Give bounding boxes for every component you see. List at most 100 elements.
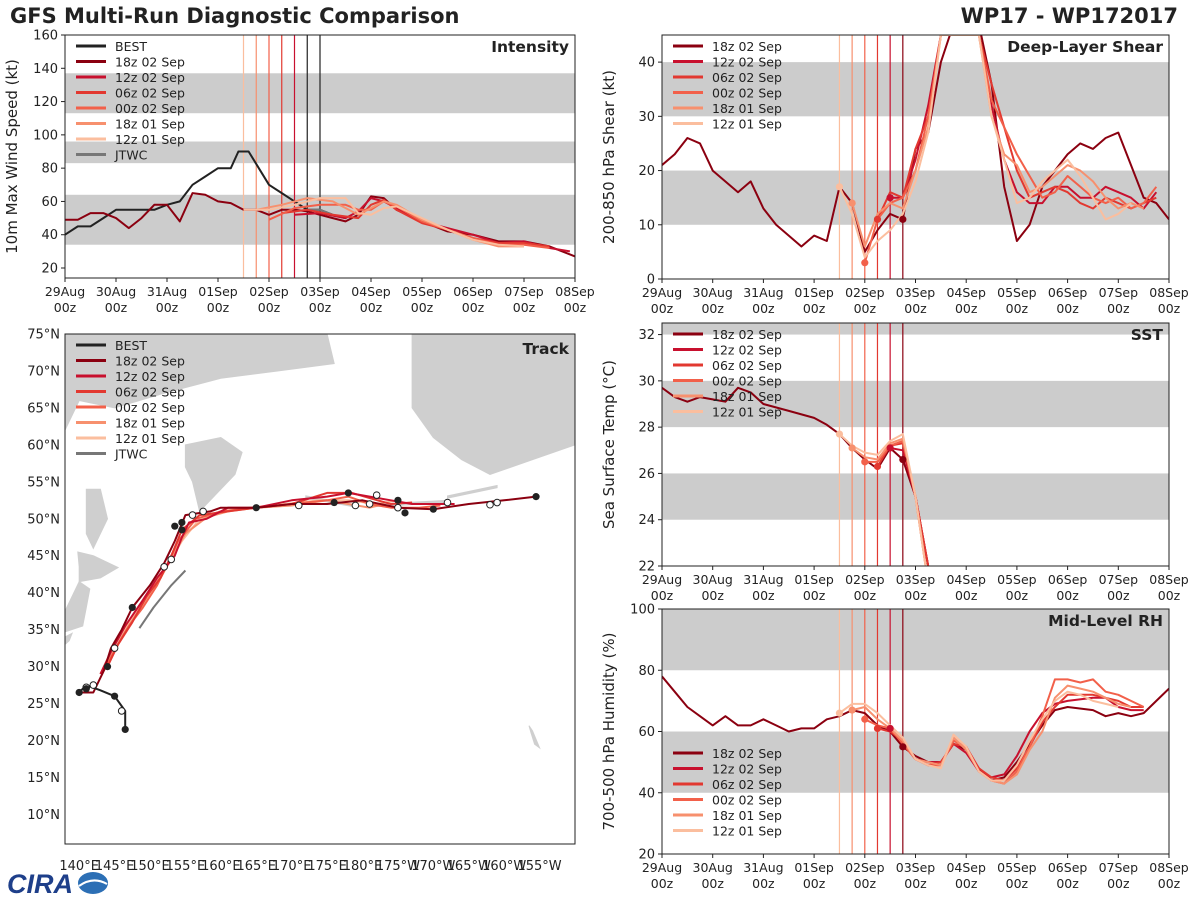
track-lat-tick-20: 20°N [27,734,60,749]
shear-xtick-2: 31Aug [743,285,783,300]
track-frame [64,333,576,845]
track-black-dot-9 [252,504,260,512]
intensity-legend-label-12z-02-sep: 12z 02 Sep [115,70,185,85]
intensity-xtick-sub-2: 00z [156,300,179,315]
track-12z-01-sep [99,499,399,675]
rh-xtick-sub-10: 00z [1158,876,1181,891]
track-lon-tick-155: 155°E [166,859,206,874]
shear-ytick-20: 20 [638,164,655,179]
intensity-ytick-140: 140 [33,62,58,77]
sst-legend-label-18z-01-sep: 18z 01 Sep [712,389,782,404]
intensity-ylabel: 10m Max Wind Speed (kt) [3,59,21,254]
land-hawaii [528,725,541,750]
rh-ytick-100: 100 [630,603,655,618]
shear-ytick-10: 10 [638,218,655,233]
shear-xtick-sub-0: 00z [651,301,674,316]
sst-xtick-sub-5: 00z [904,588,927,603]
shear-marker-3 [873,215,882,223]
rh-xtick-7: 05Sep [997,860,1037,875]
intensity-xtick-1: 30Aug [96,284,136,299]
rh-legend-label-12z-02-sep: 12z 02 Sep [712,762,782,777]
track-lat-tick-30: 30°N [27,660,60,675]
track-lat-tick-70: 70°N [27,364,60,379]
sst-ytick-32: 32 [638,328,655,343]
intensity-legend-label-jtwc: JTWC [114,148,148,163]
intensity-xtick-3: 01Sep [198,284,238,299]
sst-legend-label-18z-02-sep: 18z 02 Sep [712,327,782,342]
shear-series-00z-02-sep [863,35,1158,263]
rh-xtick-sub-7: 00z [1006,876,1029,891]
sst-title: SST [1131,326,1164,344]
rh-ytick-20: 20 [638,848,655,863]
shear-marker-4 [886,194,894,202]
track-lon-tick-170: 170°E [272,859,312,874]
shear-series-12z-02-sep [890,35,1158,210]
rh-band-1 [662,609,1169,671]
intensity-legend-label-12z-01-sep: 12z 01 Sep [115,132,185,147]
shear-series-18z-01-sep [851,35,1145,248]
sst-ylabel: Sea Surface Temp (°C) [600,360,618,529]
land-aleutian-3 [447,484,498,499]
track-white-dot-13 [493,498,501,507]
shear-xtick-1: 30Aug [693,285,733,300]
track-lon-tick-190: 170°W [411,859,455,874]
track-legend-label-12z-02-sep: 12z 02 Sep [115,369,185,384]
track-black-dot-4 [103,663,112,671]
sst-marker-0 [835,430,844,438]
track-lat-tick-45: 45°N [27,549,60,564]
track-lon-tick-205: 155°W [517,859,561,874]
rh-ytick-60: 60 [638,725,655,740]
rh-xtick-10: 08Sep [1149,860,1189,875]
sst-ytick-22: 22 [638,560,655,575]
storm-id: WP17 - WP172017 [960,4,1178,28]
rh-marker-3 [873,724,882,733]
track-lon-tick-140: 140°E [59,859,99,874]
intensity-series-group [65,150,575,258]
track-black-dot-13 [394,496,402,504]
intensity-xtick-4: 02Sep [249,284,289,299]
track-white-dot-4 [167,555,176,564]
sst-xtick-sub-3: 00z [803,588,826,603]
track-white-dot-14 [372,491,381,499]
sst-xtick-1: 30Aug [693,572,733,587]
intensity-xtick-sub-1: 00z [105,300,128,315]
logo-text: CIRA [7,869,73,898]
intensity-ytick-80: 80 [41,162,58,177]
land-kamchatka [184,436,243,513]
sst-band-2 [662,323,1169,335]
track-white-dot-1 [89,681,98,689]
sst-marker-4 [886,444,894,452]
rh-title: Mid-Level RH [1048,612,1163,630]
shear-ytick-30: 30 [638,110,655,125]
shear-legend-label-18z-02-sep: 18z 02 Sep [712,39,782,54]
rh-xtick-sub-9: 00z [1107,876,1130,891]
rh-xtick-sub-4: 00z [854,876,877,891]
track-lat-tick-10: 10°N [27,808,60,823]
track-lon-tick-200: 160°W [482,859,526,874]
shear-legend-label-06z-02-sep: 06z 02 Sep [712,70,782,85]
track-lon-tick-185: 175°W [376,859,420,874]
rh-xtick-5: 03Sep [896,860,936,875]
sst-legend-label-12z-02-sep: 12z 02 Sep [712,343,782,358]
intensity-xtick-0: 29Aug [45,284,85,299]
rh-ytick-80: 80 [638,664,655,679]
sst-xtick-2: 31Aug [743,572,783,587]
track-lat-tick-75: 75°N [27,328,60,343]
intensity-xtick-sub-7: 00z [411,300,434,315]
track-lon-tick-160: 160°E [201,859,241,874]
rh-xtick-sub-6: 00z [955,876,978,891]
rh-marker-0 [835,709,844,717]
shear-xtick-sub-8: 00z [1056,301,1079,316]
shear-legend-label-00z-02-sep: 00z 02 Sep [712,86,782,101]
intensity-title: Intensity [491,38,569,56]
intensity-xtick-sub-5: 00z [309,300,332,315]
sst-marker-1 [848,444,856,452]
track-black-dot-11 [344,489,352,497]
intensity-xtick-8: 06Sep [453,284,493,299]
intensity-xtick-5: 03Sep [300,284,340,299]
sst-ytick-26: 26 [638,467,655,482]
land-hokkaido [77,551,120,583]
intensity-ytick-40: 40 [41,228,58,243]
shear-legend-label-18z-01-sep: 18z 01 Sep [712,101,782,116]
shear-xtick-8: 06Sep [1048,285,1088,300]
